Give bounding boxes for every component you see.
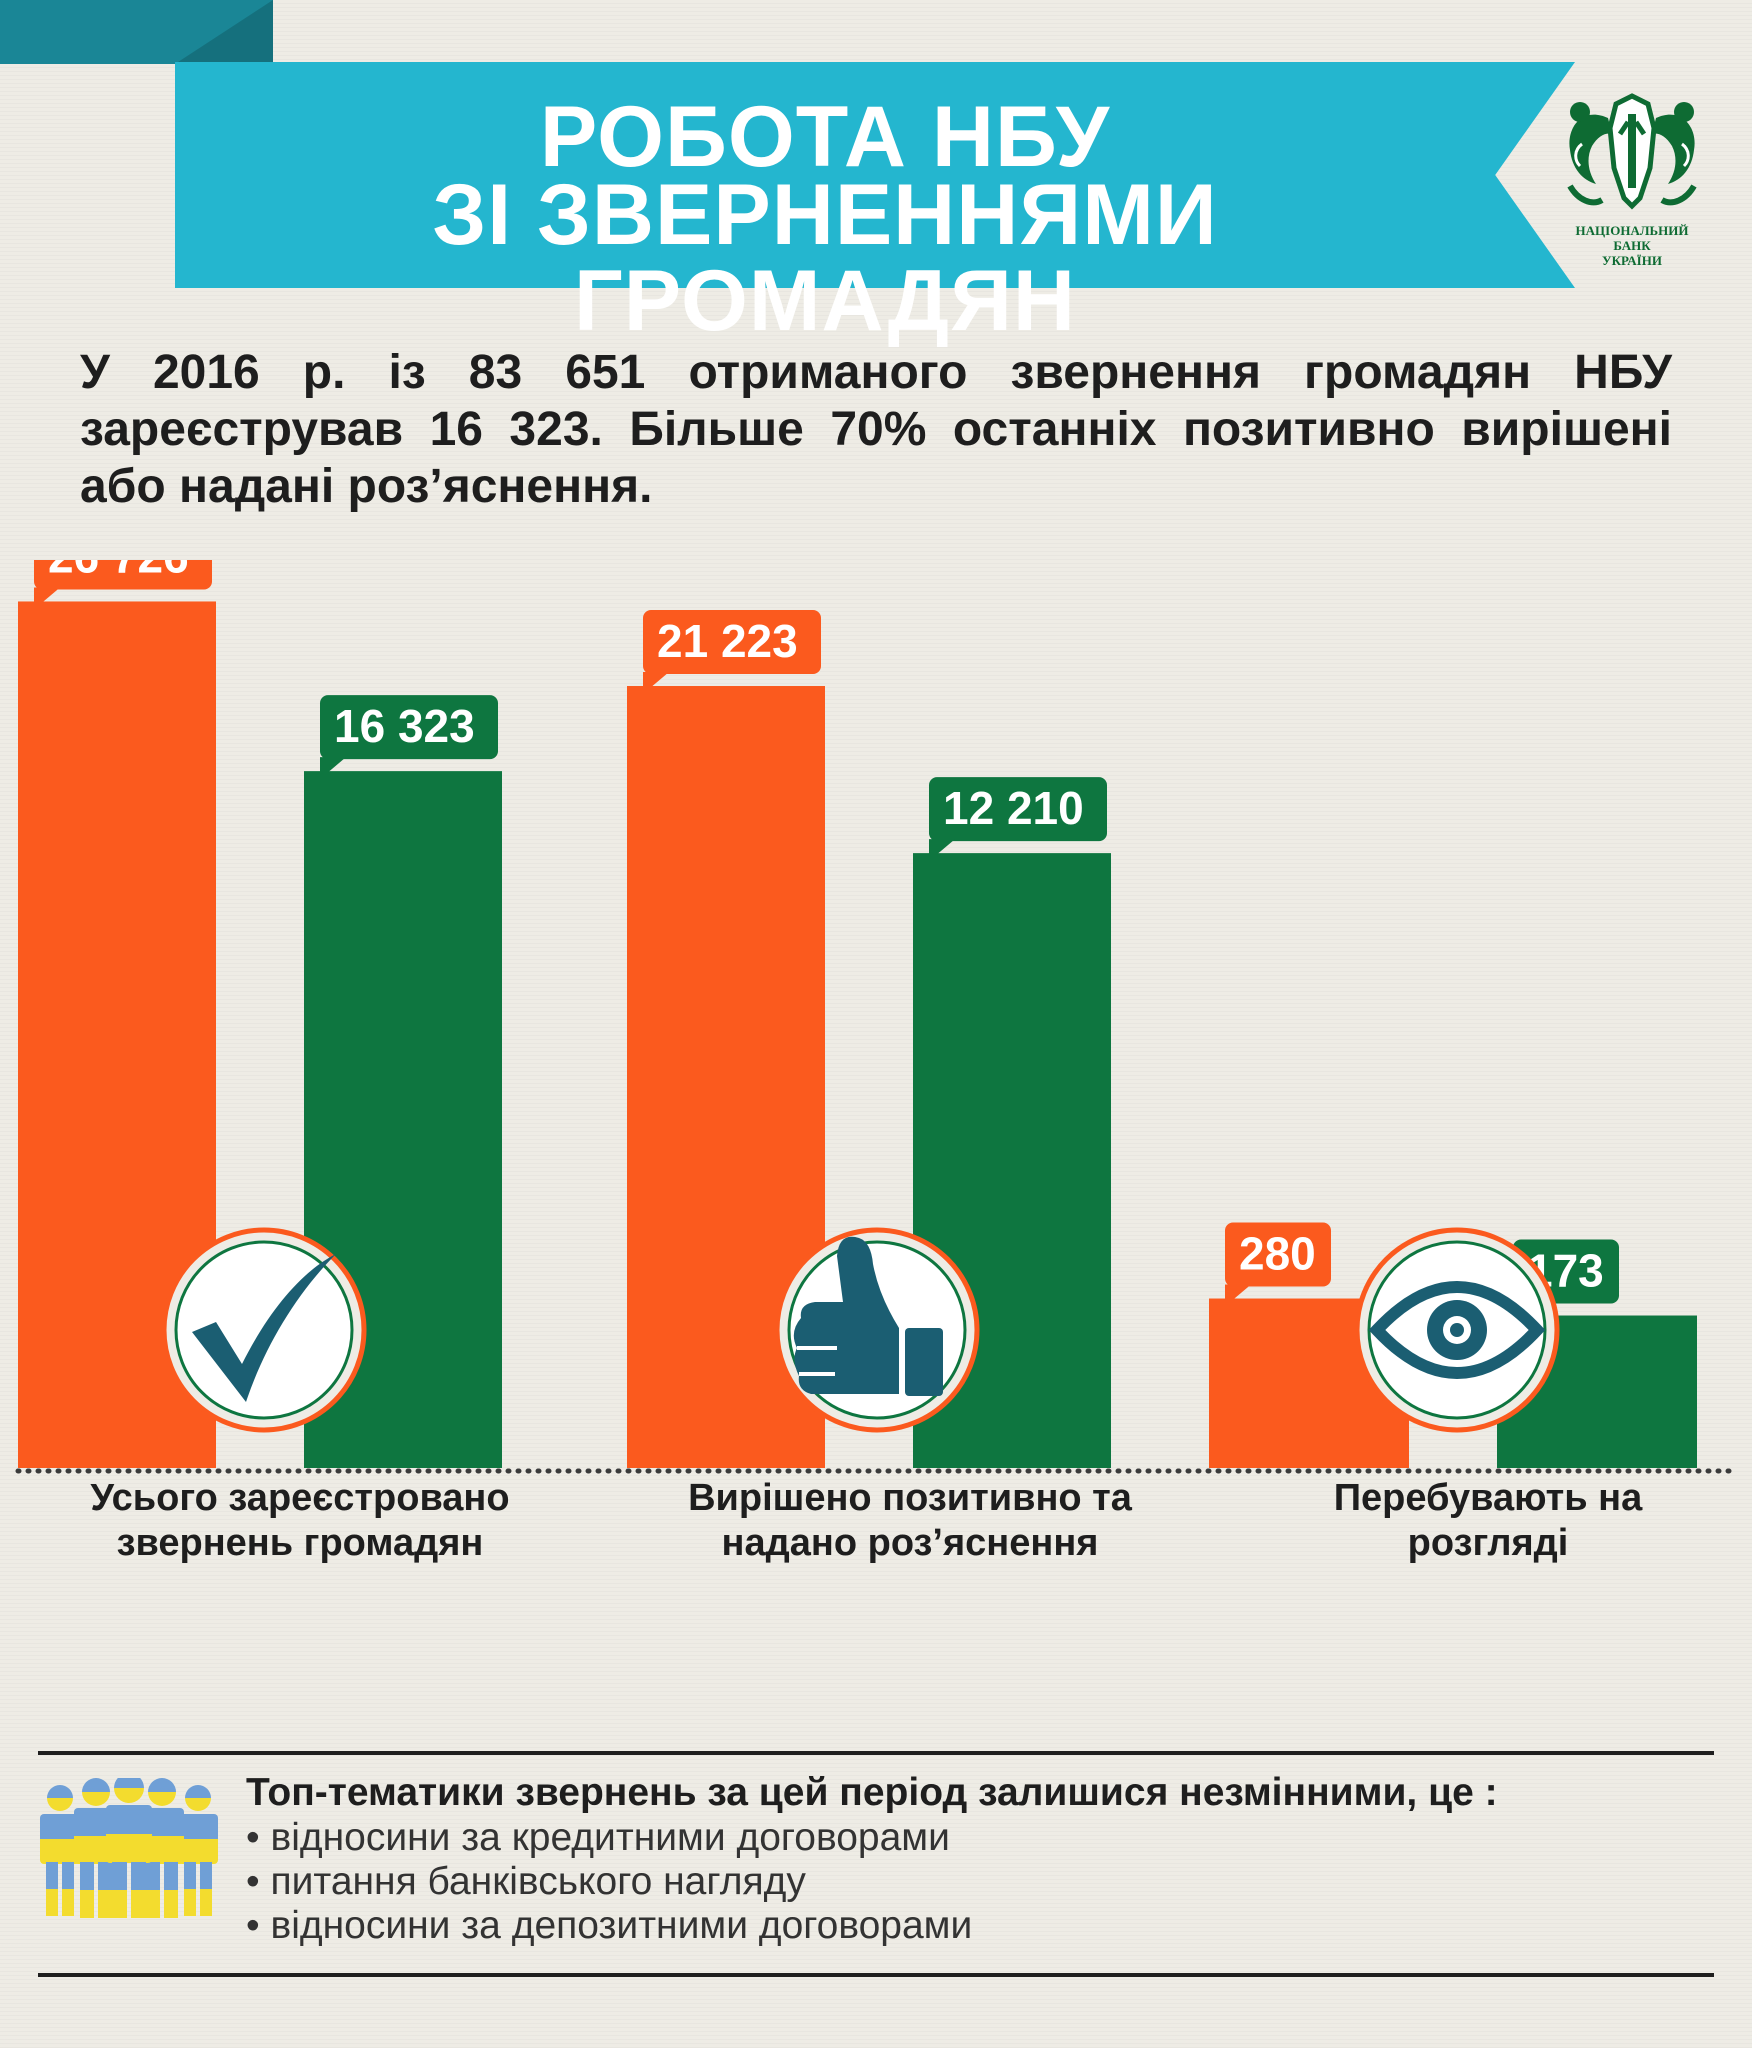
data-label: 26 726 [48,560,189,582]
icon-ring-outer [161,1227,367,1433]
value-callout-2016-1: 12 210 [929,777,1107,862]
thumb-finger-lines [797,1346,837,1376]
checkmark-icon [161,1227,367,1433]
page-title-line-1: РОБОТА НБУ [539,89,1111,185]
callout-pointer [34,587,60,610]
category-label-0-1: звернень громадян [117,1522,484,1564]
thumb-hand [793,1236,899,1394]
data-label: 12 210 [943,782,1084,834]
nbu-emblem-icon [1567,93,1697,210]
category-label-2-1: розгляді [1408,1522,1569,1564]
topic-item: • відносини за кредитними договорами [246,1816,950,1859]
logo-text-line-2: БАНК [1613,238,1651,253]
callout-box [643,610,821,675]
intro-paragraph: У 2016 р. із 83 651 отриманого звернення… [80,346,1672,513]
title-banner [175,62,1575,288]
callout-box [320,695,498,760]
eye-pupil [1450,1323,1464,1337]
people-group-icon [40,1778,218,1918]
checkmark-shape [192,1254,336,1402]
value-callout-2015-0: 26 726 [34,560,212,610]
value-callout-2015-1: 21 223 [643,610,821,695]
icon-ring-outer [1354,1227,1560,1433]
page-title-line-2: ЗІ ЗВЕРНЕННЯМИ ГРОМАДЯН [432,167,1218,349]
category-label-1-1: надано роз’яснення [722,1522,1099,1564]
data-label: 21 223 [657,615,798,667]
logo-text-line-1: НАЦІОНАЛЬНИЙ [1575,223,1689,238]
callout-box [929,777,1107,842]
callout-pointer [1225,1284,1251,1307]
divider-top [38,1751,1714,1755]
banner-fold-shadow [175,0,273,64]
logo-text-line-3: УКРАЇНИ [1602,253,1662,268]
thumbs-up-icon [774,1227,980,1433]
category-label-0-0: Усього зареєстровано [90,1477,509,1519]
value-callout-2016-0: 16 323 [320,695,498,780]
icon-ring-outer [774,1227,980,1433]
topic-item: • відносини за депозитними договорами [246,1904,973,1947]
callout-pointer [320,757,346,780]
value-callout-2015-2: 280 [1225,1222,1331,1307]
topics-heading: Топ-тематики звернень за цей період зали… [246,1771,1498,1814]
category-label-2-0: Перебувають на [1334,1477,1643,1519]
callout-box [1225,1222,1331,1287]
eye-icon [1354,1227,1560,1433]
callout-pointer [929,839,955,862]
callout-box [34,560,212,590]
category-label-1-0: Вирішено позитивно та [688,1477,1133,1519]
data-label: 16 323 [334,700,475,752]
thumb-cuff [905,1328,943,1396]
topic-item: • питання банківського нагляду [246,1860,806,1903]
data-label: 280 [1239,1228,1316,1280]
callout-pointer [643,672,669,695]
nbu-logo: НАЦІОНАЛЬНИЙ БАНК УКРАЇНИ [1552,88,1712,268]
divider-bottom [38,1973,1714,1977]
